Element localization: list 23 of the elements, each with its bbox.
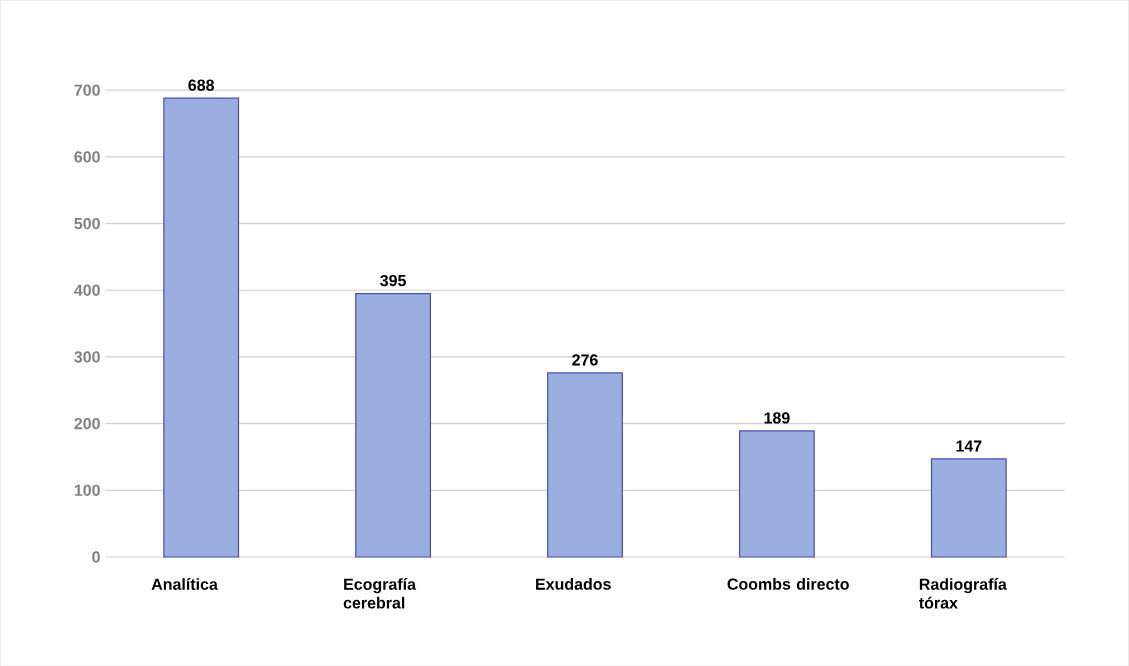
- x-tick-label: Exudados: [536, 577, 611, 590]
- y-tick-label: 0: [92, 551, 100, 563]
- x-tick-label: Radiografía tórax: [919, 577, 1007, 609]
- y-tick-label: 300: [74, 351, 100, 363]
- data-label: 147: [956, 440, 982, 452]
- data-label: 395: [380, 274, 406, 287]
- data-label: 276: [572, 354, 598, 366]
- data-label: 688: [188, 79, 215, 91]
- x-tick-label: Coombs directo: [727, 577, 849, 590]
- x-tick-label: Analítica: [151, 577, 218, 590]
- y-tick-label: 200: [74, 417, 100, 430]
- data-label: 189: [764, 412, 790, 424]
- bar: [547, 372, 623, 558]
- bar: [355, 292, 431, 558]
- y-tick-label: 700: [74, 84, 100, 96]
- y-tick-label: 400: [74, 284, 100, 296]
- x-tick-label: Ecografía cerebral: [343, 577, 417, 609]
- bar: [738, 430, 815, 558]
- bar: [930, 458, 1007, 558]
- y-tick-label: 100: [74, 484, 100, 496]
- bar: [163, 97, 240, 558]
- y-tick-label: 600: [74, 151, 100, 163]
- y-tick-label: 500: [74, 217, 100, 230]
